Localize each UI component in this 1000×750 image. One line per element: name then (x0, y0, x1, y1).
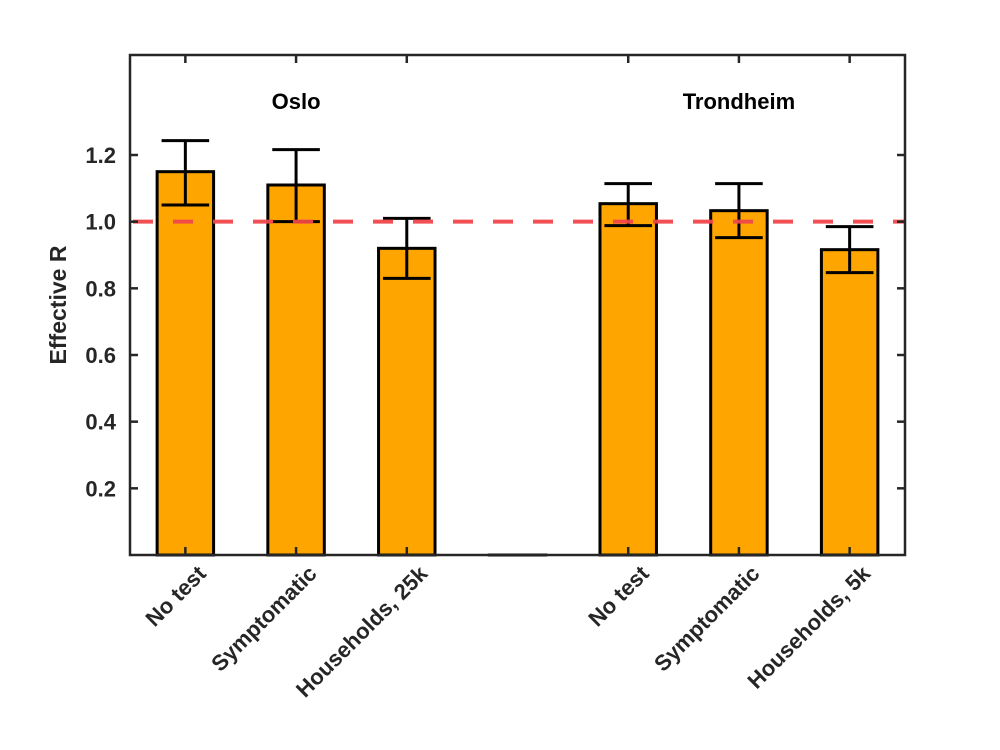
y-tick-label: 0.6 (85, 343, 116, 368)
error-bar (715, 182, 763, 240)
error-bar (825, 225, 874, 275)
bar (709, 209, 769, 557)
bar (266, 183, 326, 557)
x-tick-label: Symptomatic (649, 561, 764, 676)
y-tick-label: 0.8 (85, 276, 116, 301)
axes-box (128, 53, 907, 557)
axes-layer (128, 53, 907, 557)
group-label: Trondheim (683, 89, 795, 114)
bar (155, 170, 216, 557)
error-bar (161, 139, 210, 207)
x-tick-label: No test (140, 560, 211, 631)
y-tick-label: 0.4 (85, 410, 116, 435)
group-labels-layer: Oslo Trondheim (272, 89, 796, 114)
bar (598, 202, 658, 557)
bar (819, 248, 880, 557)
error-bar (382, 216, 431, 280)
y-tick-label: 1.0 (85, 210, 116, 235)
group-label: Oslo (272, 89, 321, 114)
error-bar (604, 182, 653, 228)
y-tick-label: 0.2 (85, 476, 116, 501)
y-axis-label: Effective R (45, 245, 71, 364)
y-tick-label: 1.2 (85, 143, 116, 168)
x-tick-label: No test (583, 560, 654, 631)
bars-layer (155, 170, 880, 557)
bar (377, 246, 437, 557)
x-tick-label: Symptomatic (206, 561, 321, 676)
error-bars-layer (161, 139, 874, 280)
